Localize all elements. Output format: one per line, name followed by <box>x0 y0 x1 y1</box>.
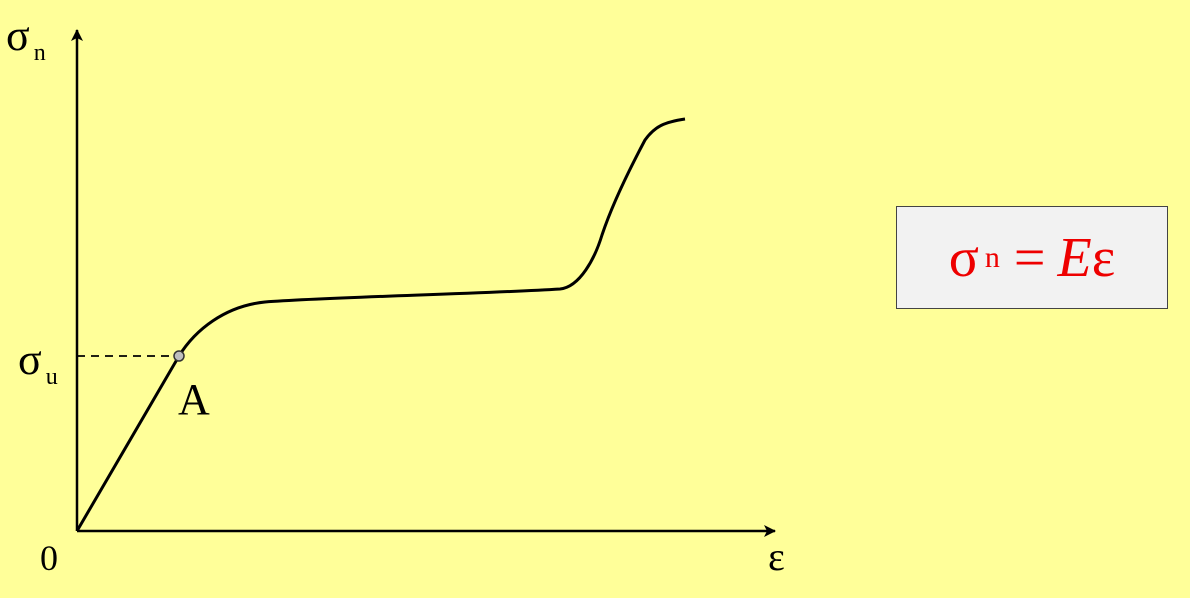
formula-lhs-subscript: n <box>984 240 1000 274</box>
x-axis-label: ε <box>768 534 785 579</box>
yield-stress-subscript: u <box>45 364 58 390</box>
y-axis-symbol: σ <box>6 11 30 60</box>
y-axis-subscript: n <box>33 40 46 66</box>
formula-equals: = <box>1013 226 1046 289</box>
origin-label: 0 <box>40 538 58 578</box>
yield-stress-symbol: σ <box>18 335 42 384</box>
point-a-label: A <box>178 375 210 424</box>
point-a-marker <box>173 350 185 362</box>
stress-strain-curve <box>75 117 686 532</box>
formula-variable: ε <box>1091 226 1116 289</box>
formula-lhs: σ <box>948 226 979 289</box>
formula-coefficient: E <box>1057 226 1092 289</box>
